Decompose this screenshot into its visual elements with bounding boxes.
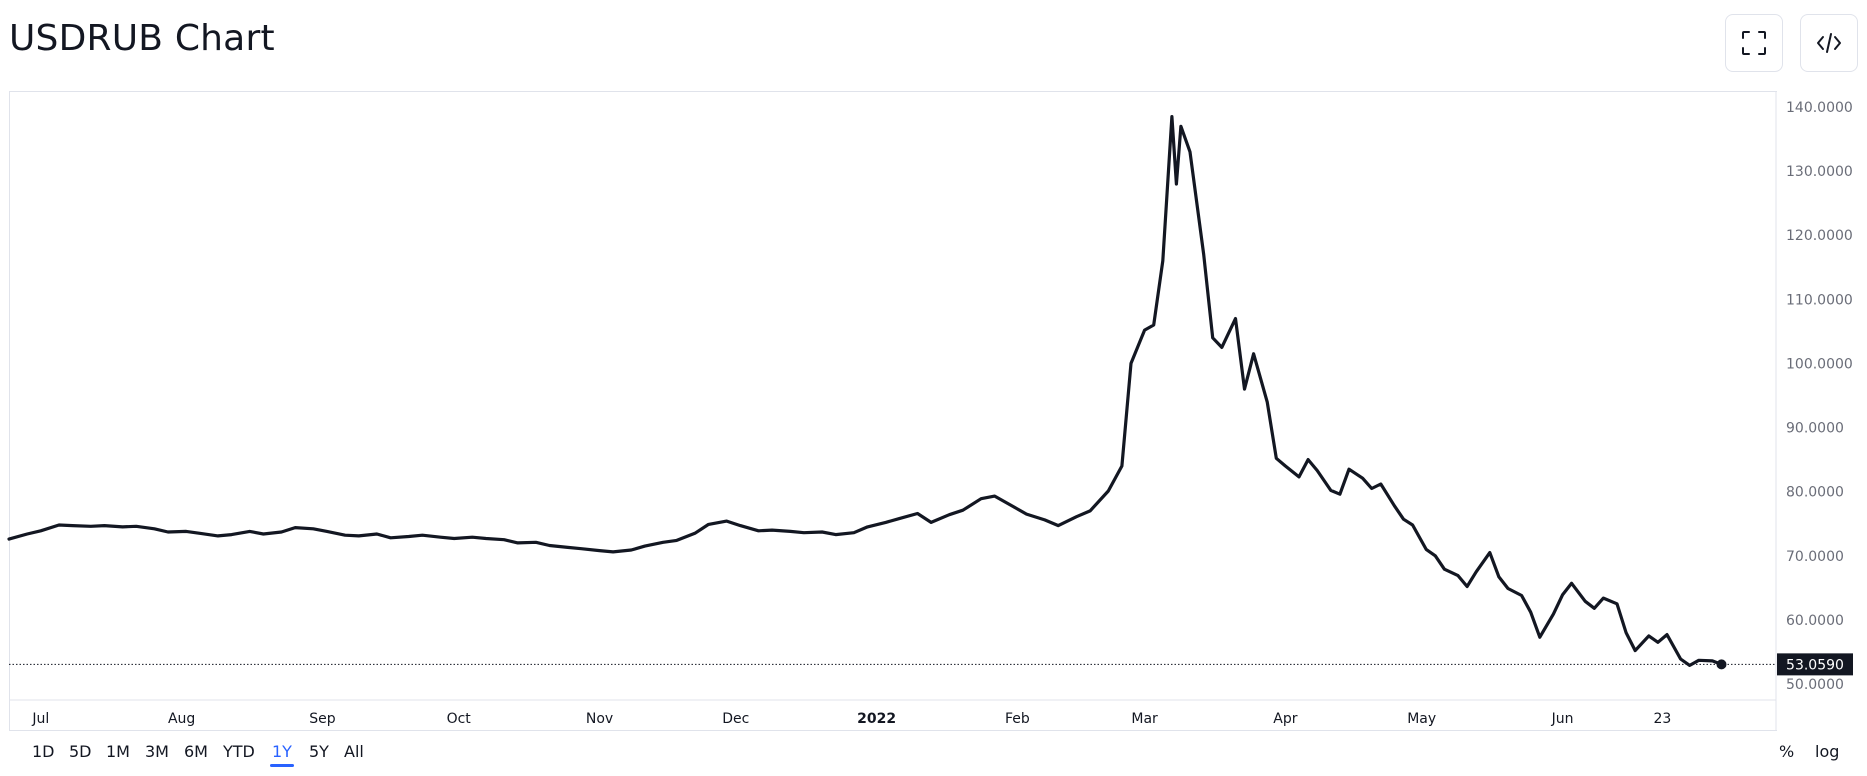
series-line xyxy=(7,115,1724,667)
y-tick-label: 120.0000 xyxy=(1786,228,1853,244)
x-tick-label: Jul xyxy=(31,711,49,727)
percent-scale-toggle[interactable]: % xyxy=(1779,742,1795,761)
fullscreen-button[interactable] xyxy=(1725,14,1783,72)
range-button-ytd[interactable]: YTD xyxy=(223,742,255,761)
y-tick-label: 70.0000 xyxy=(1786,549,1844,565)
x-tick-label: Jun xyxy=(1551,711,1574,727)
range-toolbar: % log 1D 5D 1M 3M 6M YTD 1Y 5Y All xyxy=(0,732,1867,776)
chart-frame xyxy=(9,91,1777,731)
x-tick-label: May xyxy=(1407,711,1436,727)
y-tick-label: 80.0000 xyxy=(1786,485,1844,501)
x-tick-label: Oct xyxy=(447,711,472,727)
log-scale-toggle[interactable]: log xyxy=(1815,742,1840,761)
x-tick-label: Sep xyxy=(309,711,336,727)
range-button-3m[interactable]: 3M xyxy=(145,742,169,761)
y-tick-label: 60.0000 xyxy=(1786,613,1844,629)
range-button-6m[interactable]: 6M xyxy=(184,742,208,761)
x-tick-label: Feb xyxy=(1005,711,1030,727)
range-button-5d[interactable]: 5D xyxy=(69,742,92,761)
y-tick-label: 50.0000 xyxy=(1786,677,1844,693)
time-axis[interactable]: Jul Aug Sep Oct Nov Dec 2022 Feb Mar Apr May Jun 23 xyxy=(31,711,1671,727)
y-tick-label: 110.0000 xyxy=(1786,292,1853,308)
range-button-5y[interactable]: 5Y xyxy=(309,742,329,761)
range-button-all[interactable]: All xyxy=(344,742,364,761)
last-price-tag: 53.0590 xyxy=(1777,653,1853,676)
price-axis[interactable]: 140.0000 130.0000 120.0000 110.0000 100.0000… xyxy=(1786,100,1853,693)
page-title: USDRUB Chart xyxy=(9,18,275,59)
price-chart[interactable]: 140.0000 130.0000 120.0000 110.0000 100.0000… xyxy=(0,0,1867,732)
x-tick-label: Dec xyxy=(722,711,749,727)
last-price-label: 53.0590 xyxy=(1786,657,1844,673)
y-tick-label: 90.0000 xyxy=(1786,421,1844,437)
y-tick-label: 100.0000 xyxy=(1786,356,1853,372)
x-tick-label: 2022 xyxy=(857,711,896,727)
x-tick-label: Mar xyxy=(1131,711,1158,727)
y-tick-label: 140.0000 xyxy=(1786,100,1853,116)
embed-code-button[interactable] xyxy=(1800,14,1858,72)
y-tick-label: 130.0000 xyxy=(1786,164,1853,180)
x-tick-label: Apr xyxy=(1273,711,1297,727)
last-price-tag-bg xyxy=(1777,653,1853,676)
fullscreen-icon xyxy=(1742,31,1766,55)
x-tick-label: 23 xyxy=(1654,711,1672,727)
x-tick-label: Aug xyxy=(168,711,195,727)
code-icon xyxy=(1817,33,1841,53)
last-point-marker xyxy=(1716,659,1727,670)
x-tick-label: Nov xyxy=(586,711,613,727)
range-button-1d[interactable]: 1D xyxy=(32,742,55,761)
range-button-1m[interactable]: 1M xyxy=(106,742,130,761)
range-button-1y[interactable]: 1Y xyxy=(270,742,294,767)
